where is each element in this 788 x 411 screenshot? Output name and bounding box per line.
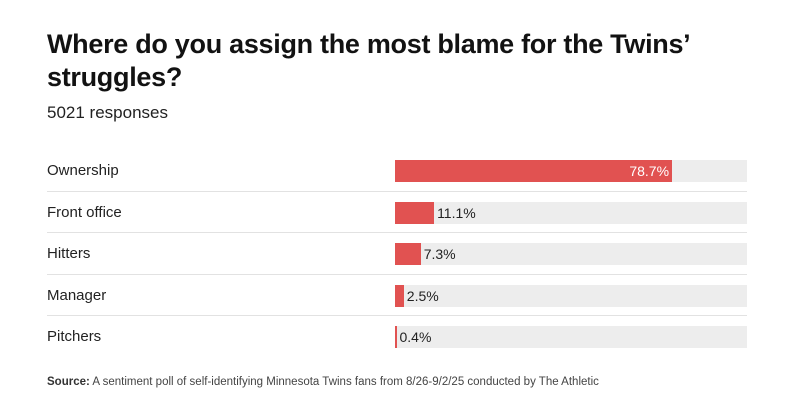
bar-track: 78.7% xyxy=(395,160,747,182)
source-note: Source: A sentiment poll of self-identif… xyxy=(47,376,599,388)
bar xyxy=(395,326,397,348)
bar-row: Manager 2.5% xyxy=(47,275,747,316)
bar xyxy=(395,160,673,182)
bar-chart: Ownership 78.7% Front office 11.1% Hitters 7.… xyxy=(47,150,747,358)
bar-row: Pitchers 0.4% xyxy=(47,316,747,358)
bar xyxy=(395,243,421,265)
category-label: Front office xyxy=(47,203,122,221)
value-label: 7.3% xyxy=(423,246,456,262)
response-count: 5021 responses xyxy=(47,103,168,122)
bar-track: 11.1% xyxy=(395,201,747,224)
chart-title: Where do you assign the most blame for t… xyxy=(47,29,689,92)
value-label: 2.5% xyxy=(406,287,439,304)
value-label: 78.7% xyxy=(629,163,670,179)
category-label: Ownership xyxy=(47,162,119,179)
category-label: Manager xyxy=(47,286,107,304)
bar xyxy=(395,201,435,224)
value-label: 0.4% xyxy=(399,329,432,345)
bar-row: Front office 11.1% xyxy=(47,192,747,233)
source-text: A sentiment poll of self-identifying Min… xyxy=(92,376,599,388)
value-label: 11.1% xyxy=(437,204,476,221)
bar-track: 2.5% xyxy=(395,284,747,307)
category-label: Hitters xyxy=(47,245,91,262)
bar-track: 0.4% xyxy=(395,326,747,348)
bar-track: 7.3% xyxy=(395,243,747,265)
bar-row: Ownership 78.7% xyxy=(47,150,747,192)
category-label: Pitchers xyxy=(47,328,102,345)
bar-row: Hitters 7.3% xyxy=(47,233,747,275)
source-label: Source: xyxy=(47,376,90,388)
bar xyxy=(395,284,404,307)
